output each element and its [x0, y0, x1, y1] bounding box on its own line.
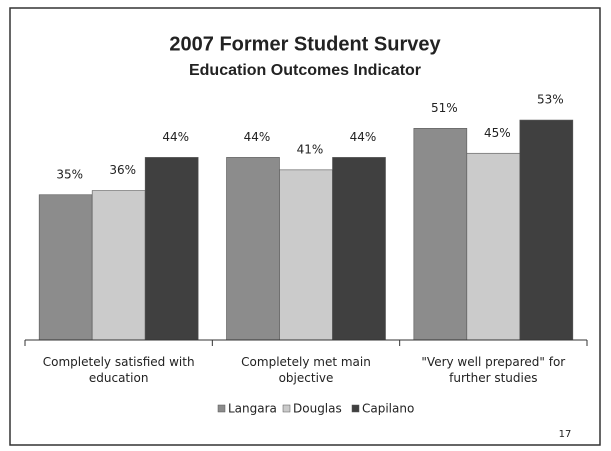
x-tick-label: Completely met main objective: [241, 355, 371, 385]
data-label: 44%: [162, 130, 189, 144]
chart-subtitle: Education Outcomes Indicator: [189, 62, 421, 79]
x-tick-label: Completely satisfied with education: [42, 355, 195, 385]
slide-frame: [9, 7, 601, 446]
bar: [144, 157, 199, 341]
legend-label: Capilano: [362, 402, 414, 416]
bar: [226, 157, 280, 341]
bar: [38, 194, 93, 341]
data-label: 44%: [244, 130, 271, 144]
bar: [279, 169, 333, 341]
legend-swatch: [282, 404, 291, 413]
legend-swatch: [217, 404, 226, 413]
data-label: 41%: [297, 142, 324, 156]
legend-swatch: [351, 404, 360, 413]
legend-label: Langara: [228, 402, 277, 416]
bar: [519, 119, 574, 341]
bar: [466, 152, 521, 341]
legend-label: Douglas: [293, 402, 342, 416]
data-label: 53%: [537, 93, 564, 107]
page-number: 17: [559, 429, 572, 440]
data-label: 35%: [56, 167, 83, 181]
data-label: 36%: [109, 163, 136, 177]
chart-title: 2007 Former Student Survey: [169, 33, 441, 55]
data-label: 44%: [350, 130, 377, 144]
data-label: 45%: [484, 126, 511, 140]
data-label: 51%: [431, 101, 458, 115]
x-tick-label: "Very well prepared" for further studies: [421, 355, 566, 385]
bar: [91, 190, 146, 341]
bar: [413, 128, 468, 341]
bar: [332, 157, 386, 341]
